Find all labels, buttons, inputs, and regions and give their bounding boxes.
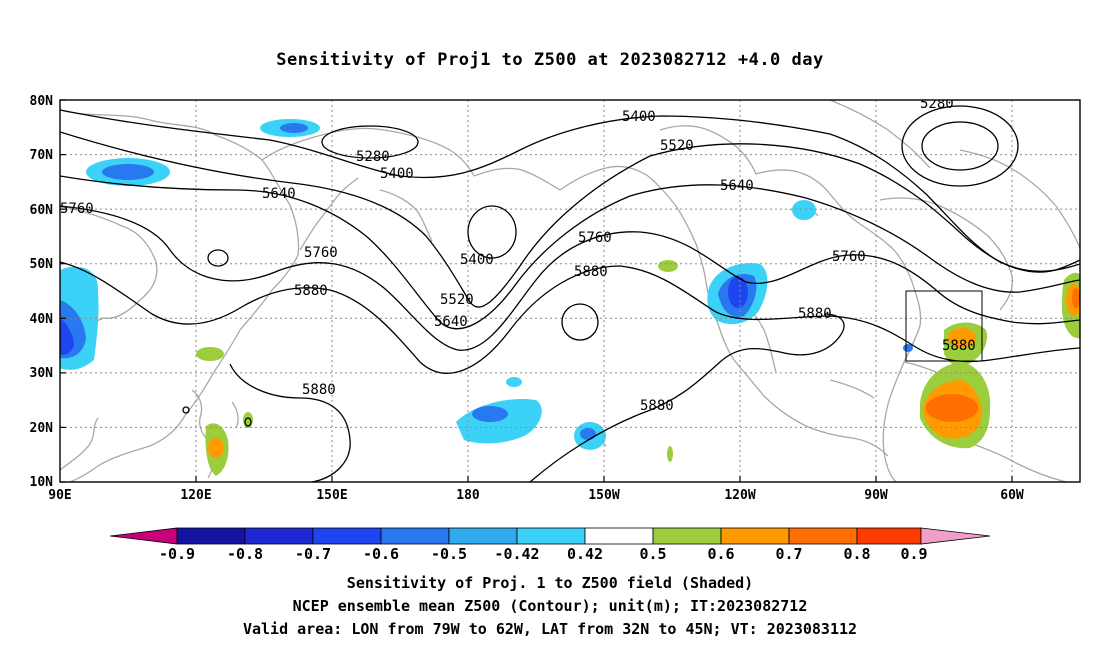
colorbar-segment	[652, 527, 722, 545]
colorbar	[109, 527, 991, 545]
lon-label: 60W	[1000, 488, 1024, 503]
lon-label: 90W	[864, 488, 888, 503]
contour-label: 5640	[262, 186, 296, 202]
colorbar-tick: -0.7	[295, 545, 331, 563]
colorbar-tick: -0.8	[227, 545, 263, 563]
colorbar-segment	[720, 527, 790, 545]
lon-label: 120W	[724, 488, 755, 503]
lat-label: 40N	[30, 312, 54, 327]
contour-label: 5280	[356, 149, 390, 165]
lat-label: 20N	[30, 421, 54, 436]
contour-label: 5880	[798, 306, 832, 322]
contour-label: 5880	[640, 398, 674, 414]
lat-label: 30N	[30, 366, 54, 381]
map-title: Sensitivity of Proj1 to Z500 at 20230827…	[276, 50, 824, 70]
contour-5400-main	[60, 109, 1080, 272]
contour-5760	[60, 205, 1080, 351]
colorbar-tick: 0.5	[639, 545, 666, 563]
contour-label: 5760	[578, 230, 612, 246]
colorbar-segment	[584, 527, 654, 545]
contour-label: 5400	[622, 109, 656, 125]
contour-labels: 5280 5280 5400 5400 5400 5520 5520 5640 …	[60, 96, 976, 414]
contour-label: 5640	[434, 314, 468, 330]
latitude-labels: 80N 70N 60N 50N 40N 30N 20N 10N	[30, 94, 54, 490]
caption-line-3: Valid area: LON from 79W to 62W, LAT fro…	[242, 620, 858, 638]
contour-label: 5880	[302, 382, 336, 398]
contour-5880-small	[207, 249, 229, 267]
contour-label: 5760	[60, 201, 94, 217]
contour-label: 5640	[720, 178, 754, 194]
contour-label: 5520	[660, 138, 694, 154]
colorbar-tick: 0.6	[707, 545, 734, 563]
longitude-labels: 90E 120E 150E 180 150W 120W 90W 60W	[48, 488, 1024, 503]
contour-5400-cutoff	[467, 205, 517, 259]
grid	[60, 100, 1080, 482]
contour-5400-low	[901, 105, 1019, 187]
contour-label: 5760	[304, 245, 338, 261]
caption-line-1: Sensitivity of Proj. 1 to Z500 field (Sh…	[346, 574, 754, 592]
contour-label: 5880	[942, 338, 976, 354]
map-frame	[59, 99, 1081, 483]
colorbar-segment	[448, 527, 518, 545]
contour-label: 5760	[832, 249, 866, 265]
colorbar-tick: 0.8	[843, 545, 870, 563]
colorbar-segment	[176, 527, 246, 545]
contour-label: 5400	[460, 252, 494, 268]
contour-5880-south	[229, 363, 351, 482]
contour-5520	[60, 131, 1080, 308]
colorbar-tick: -0.9	[159, 545, 195, 563]
contour-5880-high	[561, 303, 599, 341]
lat-label: 10N	[30, 475, 54, 490]
contour-5880-dot2	[182, 406, 190, 414]
caption-line-2: NCEP ensemble mean Z500 (Contour); unit(…	[292, 597, 808, 615]
lat-label: 60N	[30, 203, 54, 218]
contour-5280-closed	[321, 125, 419, 159]
lat-label: 50N	[30, 257, 54, 272]
contour-5640	[60, 175, 1080, 330]
colorbar-tick: 0.7	[775, 545, 802, 563]
contour-5880-dot	[244, 417, 252, 427]
contour-5880-main	[60, 261, 1080, 374]
colorbar-tick: 0.9	[900, 545, 927, 563]
lon-label: 150W	[588, 488, 619, 503]
lon-label: 150E	[316, 488, 347, 503]
colorbar-segment	[788, 527, 858, 545]
colorbar-segment	[109, 527, 178, 545]
lat-label: 80N	[30, 94, 54, 109]
sensitivity-shading	[60, 119, 1080, 476]
colorbar-tick: -0.42	[494, 545, 539, 563]
colorbar-segment	[312, 527, 382, 545]
contour-label: 5880	[294, 283, 328, 299]
z500-contours	[60, 105, 1080, 482]
axis-ticks	[60, 99, 1013, 483]
contour-label: 5400	[380, 166, 414, 182]
colorbar-segment	[380, 527, 450, 545]
colorbar-tick: 0.42	[567, 545, 603, 563]
contour-label: 5880	[574, 264, 608, 280]
lon-label: 180	[456, 488, 480, 503]
lat-label: 70N	[30, 148, 54, 163]
contour-label: 5280	[920, 96, 954, 112]
colorbar-tick: -0.5	[431, 545, 467, 563]
colorbar-tick: -0.6	[363, 545, 399, 563]
lon-label: 120E	[180, 488, 211, 503]
contour-5880-east	[529, 313, 845, 482]
colorbar-segment	[856, 527, 922, 545]
colorbar-segment	[516, 527, 586, 545]
colorbar-segment	[920, 527, 991, 545]
valid-area-box	[905, 290, 983, 362]
contour-5280-low	[921, 121, 999, 171]
lon-label: 90E	[48, 488, 71, 503]
colorbar-labels: -0.9 -0.8 -0.7 -0.6 -0.5 -0.42 0.42 0.5 …	[159, 545, 928, 563]
contour-label: 5520	[440, 292, 474, 308]
colorbar-segment	[244, 527, 314, 545]
